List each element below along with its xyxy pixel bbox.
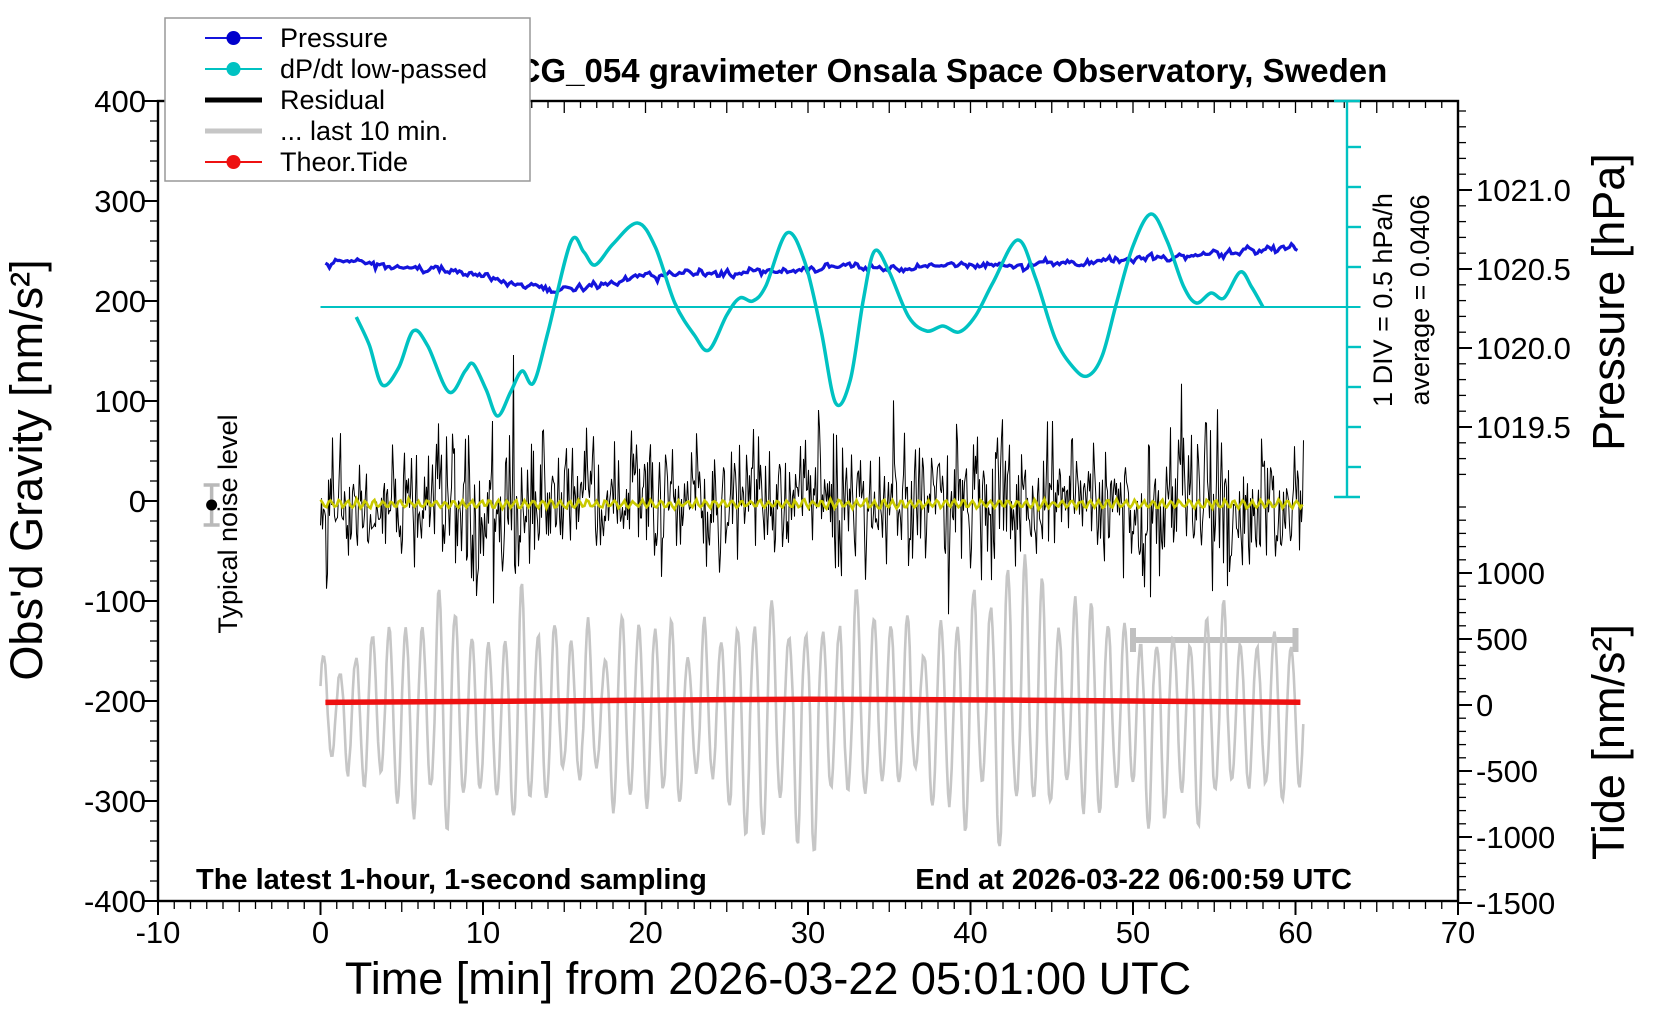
legend-item: Pressure bbox=[205, 23, 388, 53]
tide-axis-title: Tide [nm/s²] bbox=[1583, 624, 1634, 860]
sampling-note: The latest 1-hour, 1-second sampling bbox=[196, 864, 707, 896]
last10-curve bbox=[319, 554, 1305, 852]
legend-label: Theor.Tide bbox=[280, 147, 408, 177]
pressure-tick-label: 1021.0 bbox=[1476, 173, 1571, 208]
y-left-tick-label: -300 bbox=[84, 784, 146, 819]
y-left-tick-label: 400 bbox=[94, 84, 146, 119]
y-left-tick-label: 200 bbox=[94, 284, 146, 319]
x-tick-label: 50 bbox=[1116, 915, 1150, 950]
pressure-axis-title: Pressure [hPa] bbox=[1583, 153, 1634, 451]
tide-tick-label: -1000 bbox=[1476, 820, 1555, 855]
residual-curve bbox=[320, 354, 1304, 615]
legend-label: dP/dt low-passed bbox=[280, 54, 487, 84]
x-tick-label: 60 bbox=[1278, 915, 1312, 950]
tide-tick-label: 1000 bbox=[1476, 556, 1545, 591]
dpdt-curve bbox=[354, 212, 1265, 418]
tide-tick-label: -500 bbox=[1476, 754, 1538, 789]
div-scale-label: 1 DIV = 0.5 hPa/h bbox=[1368, 193, 1398, 407]
x-tick-label: 30 bbox=[791, 915, 825, 950]
tide-tick-label: 500 bbox=[1476, 622, 1528, 657]
tide-curve bbox=[325, 696, 1301, 706]
x-tick-label: -10 bbox=[136, 915, 181, 950]
y-left-tick-label: 0 bbox=[129, 484, 146, 519]
legend-sample-dot bbox=[226, 62, 241, 76]
noise-level-marker bbox=[203, 483, 220, 527]
x-tick-label: 40 bbox=[953, 915, 987, 950]
tide-tick-label: 0 bbox=[1476, 688, 1493, 723]
plot-frame bbox=[156, 99, 1460, 903]
tide-tick-label: -1500 bbox=[1476, 886, 1555, 921]
last10-bracket bbox=[1130, 628, 1299, 652]
legend-box bbox=[164, 17, 531, 182]
pressure-tick-label: 1020.0 bbox=[1476, 331, 1571, 366]
x-tick-label: 10 bbox=[466, 915, 500, 950]
legend-item: dP/dt low-passed bbox=[205, 54, 487, 84]
pressure-tick-label: 1019.5 bbox=[1476, 410, 1571, 445]
typical-noise-label: Typical noise level bbox=[213, 414, 243, 633]
legend-item: Theor.Tide bbox=[205, 147, 408, 177]
pressure-tick-label: 1020.5 bbox=[1476, 252, 1571, 287]
noise-dot bbox=[206, 499, 218, 511]
legend-label: ... last 10 min. bbox=[280, 116, 448, 146]
legend-label: Residual bbox=[280, 85, 385, 115]
end-note: End at 2026-03-22 06:00:59 UTC bbox=[915, 864, 1352, 896]
legend-item: Residual bbox=[205, 85, 385, 115]
pressure-curve bbox=[324, 241, 1299, 295]
x-tick-label: 70 bbox=[1441, 915, 1475, 950]
x-tick-label: 0 bbox=[312, 915, 329, 950]
legend-label: Pressure bbox=[280, 23, 388, 53]
y-left-tick-label: -100 bbox=[84, 584, 146, 619]
y-left-axis-title: Obs'd Gravity [nm/s²] bbox=[1, 259, 52, 680]
legend-item: ... last 10 min. bbox=[205, 116, 448, 146]
y-left-tick-label: 300 bbox=[94, 184, 146, 219]
dpdt-scale-bar bbox=[1334, 99, 1361, 499]
x-axis-title: Time [min] from 2026-03-22 05:01:00 UTC bbox=[345, 953, 1191, 1004]
legend-sample-dot bbox=[226, 31, 241, 45]
residual-lowpass-curve bbox=[319, 494, 1304, 513]
y-left-tick-label: -200 bbox=[84, 684, 146, 719]
y-left-tick-label: 100 bbox=[94, 384, 146, 419]
legend-sample-dot bbox=[226, 155, 241, 169]
average-label: average = 0.0406 bbox=[1405, 195, 1435, 406]
chart-title: SCG_054 gravimeter Onsala Space Observat… bbox=[495, 52, 1388, 89]
y-left-tick-label: -400 bbox=[84, 884, 146, 919]
x-tick-label: 20 bbox=[628, 915, 662, 950]
